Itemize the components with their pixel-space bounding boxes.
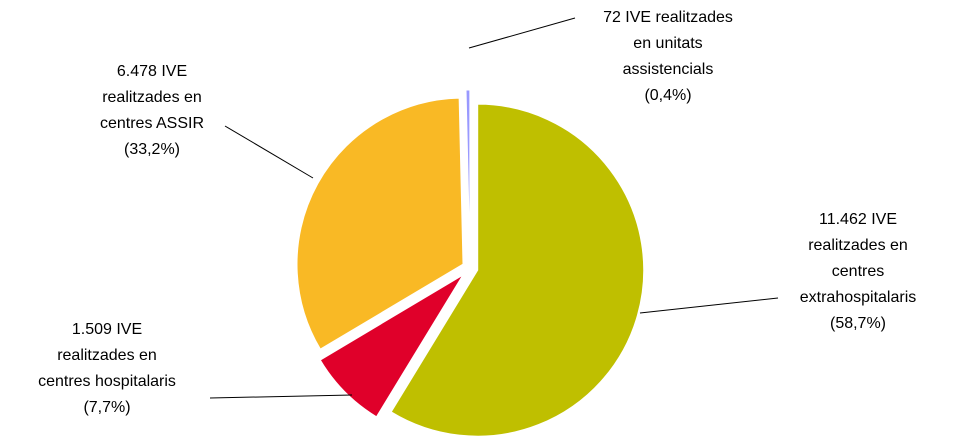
data-label: 11.462 IVE <box>819 211 897 228</box>
data-label: (33,2%) <box>124 141 180 158</box>
data-label: extrahospitalaris <box>800 289 917 306</box>
data-label: centres hospitalaris <box>38 373 176 390</box>
data-label: assistencials <box>623 61 714 78</box>
pie-slice <box>296 97 464 350</box>
data-label: realitzades en <box>808 237 908 254</box>
pie-slice <box>319 274 464 418</box>
data-label: centres ASSIR <box>100 115 204 132</box>
leader-line <box>639 297 779 314</box>
data-label: 72 IVE realitzades <box>603 9 733 26</box>
data-label: 6.478 IVE <box>117 63 187 80</box>
data-label: (7,7%) <box>83 399 130 416</box>
data-label: realitzades en <box>57 347 157 364</box>
data-label: (58,7%) <box>830 315 886 332</box>
data-label: realitzades en <box>102 89 202 106</box>
leader-line <box>468 17 576 49</box>
leader-line <box>209 394 353 399</box>
data-label: (0,4%) <box>644 87 691 104</box>
leader-line <box>224 125 314 179</box>
data-label: 1.509 IVE <box>72 321 142 338</box>
data-label: centres <box>832 263 884 280</box>
data-label: en unitats <box>633 35 702 52</box>
pie-slice <box>465 89 471 257</box>
